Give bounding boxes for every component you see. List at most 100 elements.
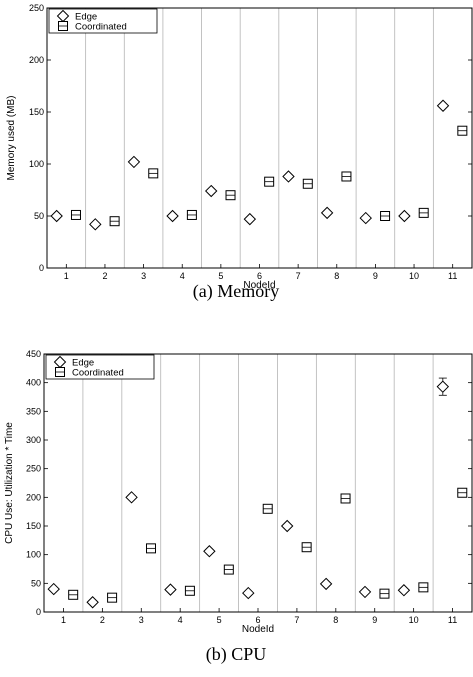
coordinated-point bbox=[109, 216, 120, 227]
edge-point bbox=[397, 584, 411, 597]
edge-point bbox=[359, 211, 372, 225]
x-tick-label: 9 bbox=[373, 271, 378, 281]
coordinated-point bbox=[418, 582, 429, 593]
coordinated-point bbox=[184, 585, 195, 596]
x-tick-label: 4 bbox=[178, 615, 183, 625]
coordinated-point bbox=[146, 543, 156, 554]
edge-point bbox=[164, 583, 177, 596]
x-tick-label: 10 bbox=[409, 615, 419, 625]
x-tick-label: 4 bbox=[180, 271, 185, 281]
coordinated-point bbox=[301, 542, 312, 553]
x-tick-label: 11 bbox=[448, 615, 457, 625]
edge-point bbox=[204, 184, 218, 198]
y-tick-label: 300 bbox=[26, 435, 41, 445]
edge-point bbox=[282, 170, 295, 183]
figure-caption: (a) Memory bbox=[193, 281, 279, 302]
x-tick-label: 10 bbox=[409, 271, 419, 281]
y-tick-label: 350 bbox=[26, 406, 41, 416]
x-tick-label: 5 bbox=[217, 615, 222, 625]
coordinated-point bbox=[264, 176, 275, 187]
edge-point bbox=[203, 545, 216, 558]
edge-point bbox=[89, 218, 102, 231]
x-tick-label: 8 bbox=[334, 271, 339, 281]
coordinated-point bbox=[186, 209, 197, 220]
x-tick-label: 9 bbox=[372, 615, 377, 625]
edge-point bbox=[280, 519, 294, 533]
x-tick-label: 6 bbox=[255, 615, 260, 625]
coordinated-point bbox=[341, 171, 352, 182]
x-tick-label: 6 bbox=[257, 271, 262, 281]
coordinated-point bbox=[418, 207, 429, 218]
coordinated-point bbox=[223, 564, 234, 575]
plot-frame bbox=[46, 7, 473, 269]
y-tick-label: 150 bbox=[26, 521, 41, 531]
cpu-chart: 0 50 100 150 200 250 300 350 400 450 1 2 3 4 5 6 7 8 9 10 11… bbox=[4, 349, 473, 665]
x-tick-label: 1 bbox=[64, 271, 69, 281]
edge-point bbox=[358, 585, 372, 599]
y-tick-label: 200 bbox=[26, 492, 41, 502]
edge-point bbox=[127, 155, 141, 169]
y-tick-label: 450 bbox=[26, 349, 41, 359]
edge-point bbox=[436, 99, 450, 112]
x-tick-label: 3 bbox=[139, 615, 144, 625]
edge-point bbox=[243, 212, 257, 226]
y-tick-label: 0 bbox=[36, 607, 41, 617]
edge-point bbox=[166, 209, 179, 223]
coordinated-point bbox=[380, 211, 391, 221]
coordinated-point bbox=[379, 588, 390, 599]
coordinated-point bbox=[302, 178, 313, 189]
x-tick-label: 1 bbox=[61, 615, 66, 625]
coordinated-point bbox=[68, 589, 79, 600]
x-axis-title: NodeId bbox=[242, 624, 274, 635]
y-tick-label: 150 bbox=[29, 107, 44, 117]
x-tick-label: 7 bbox=[296, 271, 301, 281]
figure-caption: (b) CPU bbox=[206, 644, 267, 665]
legend-label: Edge bbox=[72, 358, 94, 369]
edge-point bbox=[320, 206, 334, 220]
x-tick-label: 8 bbox=[333, 615, 338, 625]
y-tick-label: 400 bbox=[26, 378, 41, 388]
plot-frame bbox=[43, 353, 473, 613]
coordinated-point bbox=[457, 125, 468, 136]
x-tick-label: 2 bbox=[102, 271, 107, 281]
x-tick-label: 2 bbox=[100, 615, 105, 625]
edge-point bbox=[47, 582, 60, 596]
edge-point bbox=[398, 209, 411, 223]
x-tick-label: 3 bbox=[141, 271, 146, 281]
edge-point bbox=[86, 596, 99, 609]
x-tick-label: 7 bbox=[294, 615, 299, 625]
y-tick-label: 250 bbox=[29, 3, 44, 13]
x-tick-label: 11 bbox=[448, 271, 457, 281]
edge-point bbox=[50, 209, 63, 223]
edge-point bbox=[242, 586, 255, 600]
legend-coordinated-marker bbox=[55, 367, 65, 377]
coordinated-point bbox=[340, 493, 351, 504]
edge-point bbox=[125, 491, 138, 504]
x-tick-label: 5 bbox=[218, 271, 223, 281]
x-axis-title: NodeId bbox=[243, 280, 275, 291]
y-axis-title: Memory used (MB) bbox=[6, 95, 17, 180]
y-tick-label: 200 bbox=[29, 55, 44, 65]
y-tick-label: 250 bbox=[26, 464, 41, 474]
coordinated-point bbox=[70, 209, 81, 220]
y-tick-label: 0 bbox=[39, 263, 44, 273]
y-tick-label: 100 bbox=[26, 550, 41, 560]
legend-coordinated-marker bbox=[58, 21, 68, 31]
coordinated-point bbox=[262, 503, 273, 514]
memory-chart: 0 50 100 150 200 250 1 2 3 4 5 6 7 8 9 10 11 NodeId Memory… bbox=[6, 3, 473, 302]
legend-label: Coordinated bbox=[72, 368, 124, 379]
coordinated-point bbox=[107, 592, 118, 603]
edge-point bbox=[319, 577, 333, 591]
y-tick-label: 50 bbox=[31, 578, 41, 588]
y-axis-title: CPU Use: Utilization * Time bbox=[4, 422, 15, 544]
edge-point bbox=[436, 380, 450, 393]
legend-label: Coordinated bbox=[75, 22, 127, 33]
coordinated-point bbox=[457, 487, 468, 498]
y-tick-label: 100 bbox=[29, 159, 44, 169]
coordinated-point bbox=[148, 168, 159, 179]
y-tick-label: 50 bbox=[34, 211, 44, 221]
coordinated-point bbox=[225, 190, 236, 201]
legend-label: Edge bbox=[75, 12, 97, 23]
